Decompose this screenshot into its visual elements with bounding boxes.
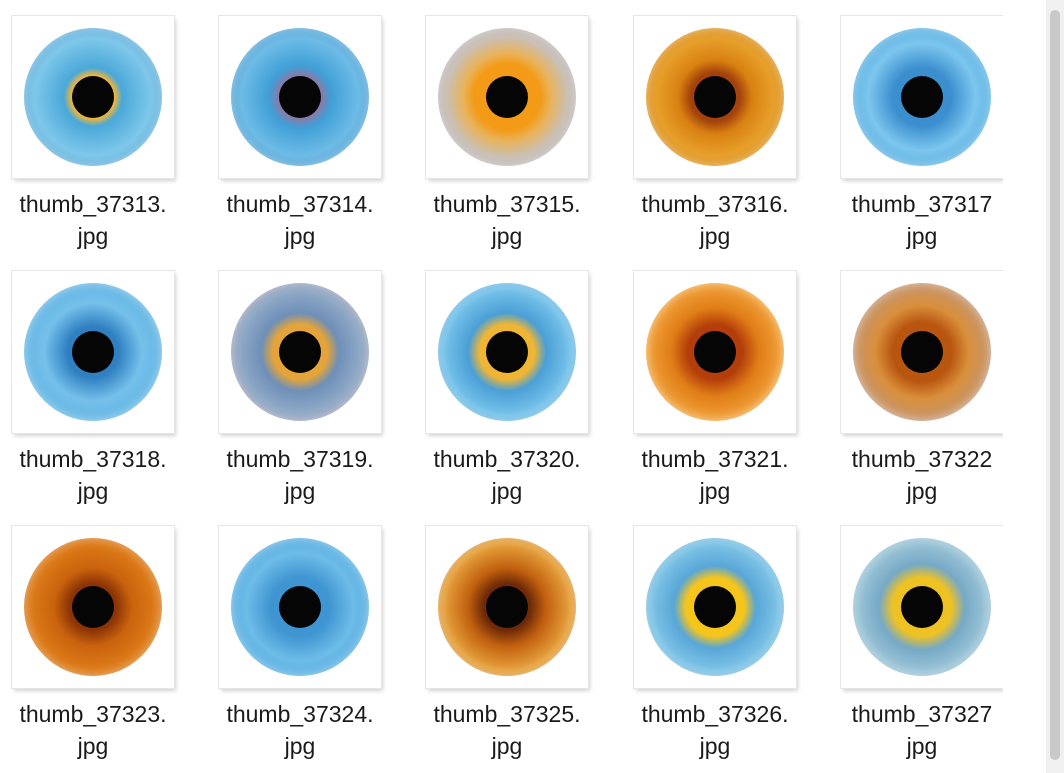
file-item[interactable]: thumb_37317 jpg bbox=[829, 0, 1003, 250]
file-item[interactable]: thumb_37324. jpg bbox=[207, 510, 407, 760]
image-thumbnail[interactable] bbox=[841, 271, 1003, 433]
file-item[interactable]: thumb_37325. jpg bbox=[414, 510, 614, 760]
image-thumbnail[interactable] bbox=[841, 16, 1003, 178]
file-item[interactable]: thumb_37316. jpg bbox=[622, 0, 822, 250]
file-name-label: thumb_37318. jpg bbox=[19, 446, 167, 504]
file-name-label: thumb_37322 jpg bbox=[851, 446, 993, 504]
image-thumbnail[interactable] bbox=[426, 16, 588, 178]
image-thumbnail[interactable] bbox=[12, 271, 174, 433]
file-name-label: thumb_37326. jpg bbox=[641, 701, 789, 759]
file-name-label: thumb_37315. jpg bbox=[433, 191, 581, 249]
file-name-label: thumb_37316. jpg bbox=[641, 191, 789, 249]
file-name-label: thumb_37324. jpg bbox=[226, 701, 374, 759]
image-thumbnail[interactable] bbox=[219, 16, 381, 178]
file-name-label: thumb_37321. jpg bbox=[641, 446, 789, 504]
file-name-label: thumb_37313. jpg bbox=[19, 191, 167, 249]
file-item[interactable]: thumb_37323. jpg bbox=[0, 510, 200, 760]
image-thumbnail[interactable] bbox=[841, 526, 1003, 688]
iris-photo-icon bbox=[438, 28, 576, 166]
iris-photo-icon bbox=[646, 28, 784, 166]
iris-photo-icon bbox=[231, 283, 369, 421]
iris-photo-icon bbox=[646, 283, 784, 421]
file-item[interactable]: thumb_37321. jpg bbox=[622, 255, 822, 505]
file-item[interactable]: thumb_37313. jpg bbox=[0, 0, 200, 250]
file-item[interactable]: thumb_37318. jpg bbox=[0, 255, 200, 505]
file-item[interactable]: thumb_37319. jpg bbox=[207, 255, 407, 505]
file-grid-viewport: thumb_37313. jpg thumb_37314. jpg thumb_… bbox=[0, 0, 1003, 760]
file-name-label: thumb_37325. jpg bbox=[433, 701, 581, 759]
scrollbar-thumb[interactable] bbox=[1050, 10, 1060, 760]
image-thumbnail[interactable] bbox=[219, 526, 381, 688]
file-item[interactable]: thumb_37315. jpg bbox=[414, 0, 614, 250]
file-item[interactable]: thumb_37320. jpg bbox=[414, 255, 614, 505]
image-thumbnail[interactable] bbox=[426, 271, 588, 433]
file-name-label: thumb_37319. jpg bbox=[226, 446, 374, 504]
file-item[interactable]: thumb_37314. jpg bbox=[207, 0, 407, 250]
file-item[interactable]: thumb_37322 jpg bbox=[829, 255, 1003, 505]
iris-photo-icon bbox=[24, 28, 162, 166]
image-thumbnail[interactable] bbox=[634, 16, 796, 178]
image-thumbnail[interactable] bbox=[634, 271, 796, 433]
file-name-label: thumb_37314. jpg bbox=[226, 191, 374, 249]
iris-photo-icon bbox=[231, 538, 369, 676]
image-thumbnail[interactable] bbox=[12, 526, 174, 688]
iris-photo-icon bbox=[438, 538, 576, 676]
iris-photo-icon bbox=[438, 283, 576, 421]
iris-photo-icon bbox=[24, 538, 162, 676]
file-name-label: thumb_37323. jpg bbox=[19, 701, 167, 759]
iris-photo-icon bbox=[853, 538, 991, 676]
image-thumbnail[interactable] bbox=[426, 526, 588, 688]
file-item[interactable]: thumb_37327 jpg bbox=[829, 510, 1003, 760]
image-thumbnail[interactable] bbox=[12, 16, 174, 178]
iris-photo-icon bbox=[24, 283, 162, 421]
file-name-label: thumb_37317 jpg bbox=[851, 191, 993, 249]
iris-photo-icon bbox=[853, 28, 991, 166]
image-thumbnail[interactable] bbox=[634, 526, 796, 688]
iris-photo-icon bbox=[853, 283, 991, 421]
file-item[interactable]: thumb_37326. jpg bbox=[622, 510, 822, 760]
file-name-label: thumb_37327 jpg bbox=[851, 701, 993, 759]
iris-photo-icon bbox=[231, 28, 369, 166]
image-thumbnail[interactable] bbox=[219, 271, 381, 433]
file-name-label: thumb_37320. jpg bbox=[433, 446, 581, 504]
iris-photo-icon bbox=[646, 538, 784, 676]
